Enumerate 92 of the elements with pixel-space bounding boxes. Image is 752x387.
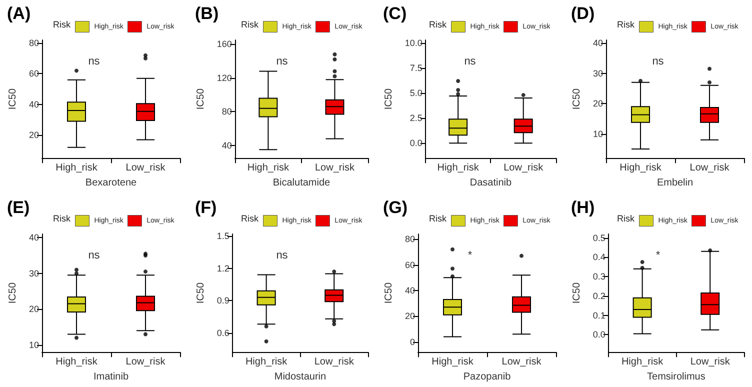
y-tick-label: 80 <box>28 38 39 48</box>
y-tick-label: 0.4 <box>592 252 606 262</box>
annotation: ns <box>276 249 288 261</box>
legend-title: Risk <box>241 213 259 223</box>
y-axis-title: IC50 <box>384 88 394 110</box>
chart-title: (G) <box>383 198 408 216</box>
y-tick-label: 0.6 <box>216 327 230 338</box>
y-tick-label: 0.0 <box>410 138 422 148</box>
legend-title: Risk <box>429 213 447 223</box>
x-axis-title: Bicalutamide <box>272 178 331 188</box>
legend-title: Risk <box>617 20 635 30</box>
x-tick-label: Low_risk <box>126 162 166 174</box>
x-axis-title: Dasatinib <box>470 178 512 188</box>
y-tick-label: 30 <box>592 68 603 78</box>
y-axis-title: IC50 <box>8 282 18 304</box>
y-tick-label: 20 <box>404 310 415 321</box>
y-axis-title: IC50 <box>8 88 18 110</box>
x-tick-label: Low_risk <box>690 162 730 174</box>
x-tick-label: High_risk <box>245 356 288 368</box>
y-tick-label: 30 <box>28 268 39 278</box>
y-tick-label: 10 <box>28 339 39 350</box>
y-tick-label: 2.5 <box>410 113 422 124</box>
y-tick-label: 120 <box>216 72 232 83</box>
x-axis-title: Temsirolimus <box>647 371 706 382</box>
legend-title: Risk <box>429 20 447 30</box>
x-tick-label: Low_risk <box>504 162 544 174</box>
annotation: ns <box>88 249 100 261</box>
x-tick-label: Low_risk <box>314 356 355 368</box>
y-axis-title: IC50 <box>196 282 206 304</box>
y-tick-label: 20 <box>28 130 39 140</box>
x-tick-label: High_risk <box>56 356 98 368</box>
x-axis-title: Embelin <box>656 178 694 188</box>
y-tick-label: 0.0 <box>592 329 606 340</box>
x-axis-title: Midostaurin <box>274 371 326 382</box>
y-tick-label: 0.3 <box>592 271 606 282</box>
legend-title: Risk <box>617 213 635 223</box>
x-tick-label: High_risk <box>437 162 480 174</box>
x-tick-label: Low_risk <box>502 356 542 368</box>
y-tick-label: 40 <box>222 140 232 150</box>
y-tick-label: 40 <box>28 99 39 110</box>
y-axis-title: IC50 <box>384 282 394 304</box>
y-tick-label: 40 <box>28 232 39 242</box>
y-tick-label: 40 <box>592 38 603 48</box>
y-axis-title: IC50 <box>572 88 582 110</box>
legend-title: Risk <box>53 213 71 223</box>
y-tick-label: 7.5 <box>410 63 422 74</box>
annotation: ns <box>652 56 664 68</box>
y-axis-title: IC50 <box>572 282 582 304</box>
x-tick-label: Low_risk <box>126 356 166 368</box>
y-tick-label: 0.2 <box>592 290 606 300</box>
y-tick-label: 10.0 <box>404 38 422 48</box>
chart-title: (C) <box>383 4 407 23</box>
annotation: ns <box>464 56 476 68</box>
chart-title: (D) <box>571 4 595 23</box>
chart-title: (A) <box>7 4 31 23</box>
y-tick-label: 0.5 <box>592 232 606 242</box>
legend-title: Risk <box>241 20 259 30</box>
x-tick-label: Low_risk <box>690 356 731 368</box>
x-axis-title: Pazopanib <box>463 371 512 382</box>
annotation: * <box>468 249 473 261</box>
x-tick-label: High_risk <box>620 162 662 174</box>
chart-title: (F) <box>195 198 217 216</box>
x-tick-label: High_risk <box>56 162 98 174</box>
y-tick-label: 0.1 <box>592 310 606 320</box>
annotation: ns <box>276 56 288 68</box>
y-tick-label: 0 <box>410 336 415 346</box>
x-axis-title: Imatinib <box>93 371 129 382</box>
y-tick-label: 80 <box>404 234 415 244</box>
y-tick-label: 0.9 <box>216 295 230 306</box>
y-tick-label: 40 <box>404 284 415 295</box>
y-tick-label: 1.2 <box>216 262 230 273</box>
x-tick-label: High_risk <box>432 356 474 368</box>
y-tick-label: 20 <box>592 98 603 109</box>
y-tick-label: 60 <box>404 259 415 270</box>
x-tick-label: High_risk <box>621 356 664 368</box>
annotation: ns <box>88 56 100 68</box>
y-tick-label: 160 <box>216 39 232 50</box>
x-axis-title: Bexarotene <box>85 178 138 188</box>
chart-title: (E) <box>7 198 30 216</box>
y-tick-label: 10 <box>592 128 603 139</box>
annotation: * <box>656 249 661 261</box>
legend-title: Risk <box>53 20 71 30</box>
y-axis-title: IC50 <box>196 88 206 110</box>
y-tick-label: 20 <box>28 304 39 314</box>
chart-title: (B) <box>195 4 219 23</box>
y-tick-label: 80 <box>222 106 232 117</box>
y-tick-label: 60 <box>28 68 39 79</box>
y-tick-label: 1.5 <box>216 230 230 241</box>
x-tick-label: High_risk <box>247 162 290 174</box>
chart-title: (H) <box>571 198 595 216</box>
y-tick-label: 5.0 <box>410 88 422 98</box>
x-tick-label: Low_risk <box>314 162 356 174</box>
